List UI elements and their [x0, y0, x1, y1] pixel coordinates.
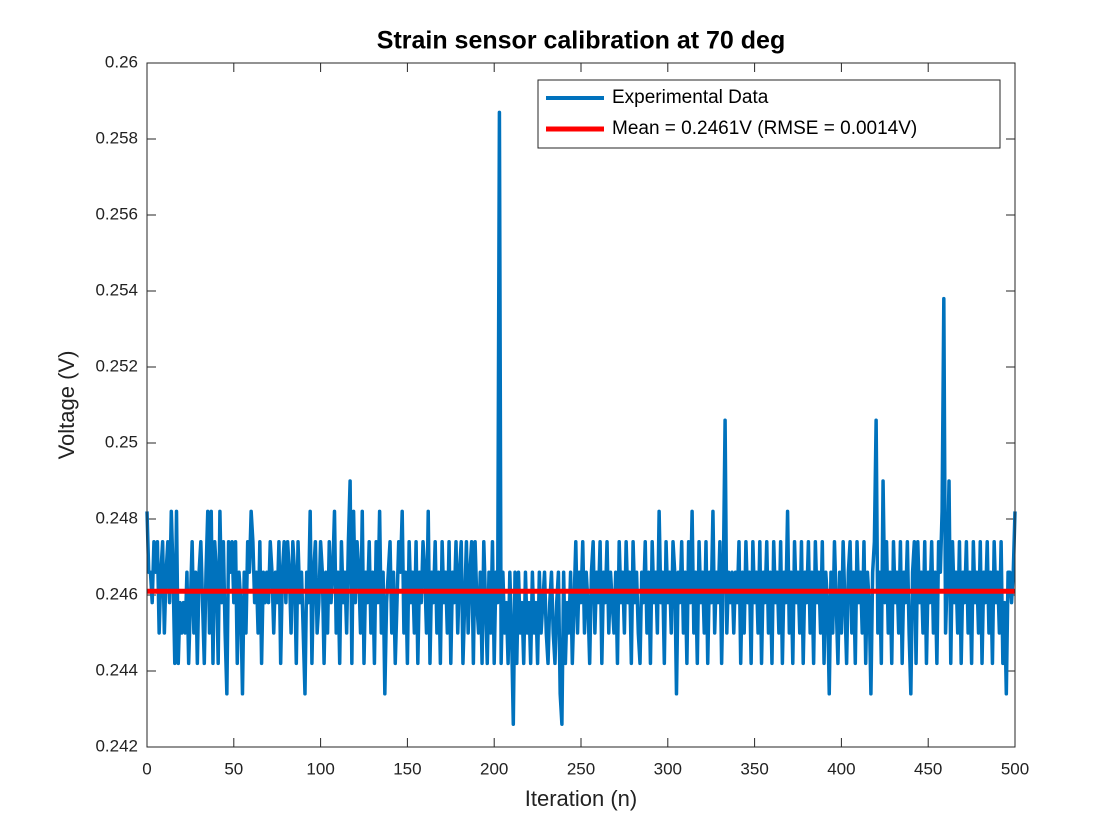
x-tick-label: 100	[306, 759, 334, 778]
axes-box	[146, 62, 1016, 748]
legend-label: Mean = 0.2461V (RMSE = 0.0014V)	[612, 118, 917, 139]
y-tick-label: 0.258	[95, 128, 138, 147]
y-axis-label: Voltage (V)	[54, 351, 79, 460]
x-tick-label: 150	[393, 759, 421, 778]
x-axis-label: Iteration (n)	[525, 786, 638, 811]
x-tick-label: 300	[654, 759, 682, 778]
legend-label: Experimental Data	[612, 87, 769, 108]
y-tick-label: 0.256	[95, 204, 138, 223]
x-tick-label: 350	[740, 759, 768, 778]
series-line	[145, 110, 1017, 726]
x-tick-label: 500	[1001, 759, 1029, 778]
x-tick-label: 0	[142, 759, 151, 778]
y-tick-label: 0.244	[95, 660, 138, 679]
y-tick-label: 0.254	[95, 280, 138, 299]
x-tick-label: 450	[914, 759, 942, 778]
y-tick-label: 0.252	[95, 356, 138, 375]
x-tick-label: 250	[567, 759, 595, 778]
x-tick-label: 50	[224, 759, 243, 778]
plot-area	[147, 63, 1015, 747]
x-tick-label: 400	[827, 759, 855, 778]
y-tick-label: 0.26	[105, 52, 138, 71]
y-tick-label: 0.248	[95, 508, 138, 527]
y-tick-label: 0.242	[95, 736, 138, 755]
legend-box	[537, 79, 1001, 149]
x-tick-label: 200	[480, 759, 508, 778]
chart-title: Strain sensor calibration at 70 deg	[377, 27, 785, 55]
y-tick-label: 0.25	[105, 432, 138, 451]
y-tick-label: 0.246	[95, 584, 138, 603]
